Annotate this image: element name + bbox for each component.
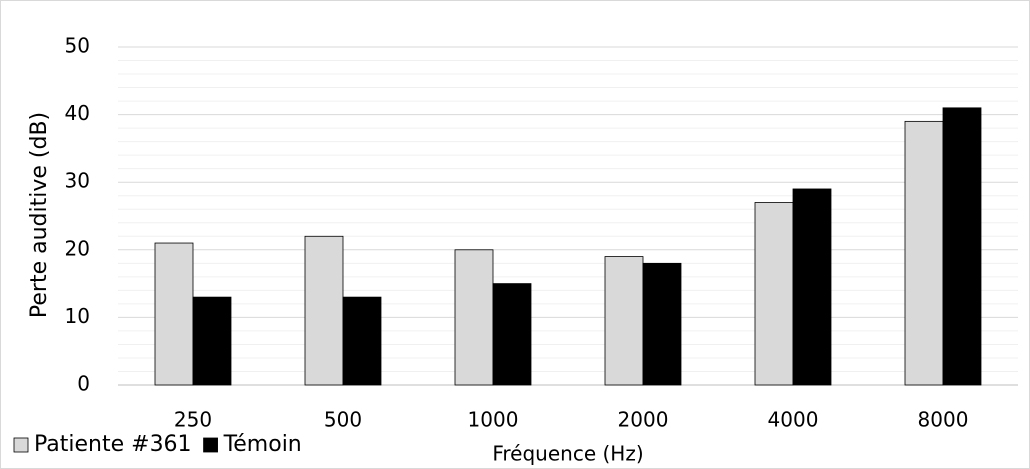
legend-label: Témoin — [223, 432, 302, 457]
y-axis-label: Perte auditive (dB) — [27, 112, 52, 318]
y-tick-label: 30 — [65, 169, 90, 193]
bar — [154, 242, 194, 386]
legend-label: Patiente #361 — [34, 432, 192, 457]
bar — [304, 235, 344, 386]
bar — [604, 256, 644, 386]
legend-swatch — [203, 437, 218, 453]
bar — [792, 188, 832, 386]
x-axis-label: Fréquence (Hz) — [492, 442, 643, 466]
bar — [942, 107, 982, 386]
x-tick-label: 4000 — [768, 408, 819, 432]
x-tick-label: 500 — [324, 408, 362, 432]
x-tick-label: 1000 — [468, 408, 519, 432]
bar — [904, 120, 944, 386]
y-tick-label: 0 — [77, 372, 90, 396]
y-tick-label: 20 — [65, 236, 90, 260]
x-tick-label: 8000 — [918, 408, 969, 432]
bar — [754, 202, 794, 386]
x-tick-label: 250 — [174, 408, 212, 432]
y-tick-label: 50 — [65, 34, 90, 58]
y-tick-label: 40 — [65, 101, 90, 125]
bar — [454, 249, 494, 386]
bar — [342, 296, 382, 386]
y-tick-label: 10 — [65, 304, 90, 328]
bar — [642, 262, 682, 386]
x-tick-label: 2000 — [618, 408, 669, 432]
legend-swatch — [13, 437, 29, 453]
bar — [192, 296, 232, 386]
bar — [492, 283, 532, 386]
